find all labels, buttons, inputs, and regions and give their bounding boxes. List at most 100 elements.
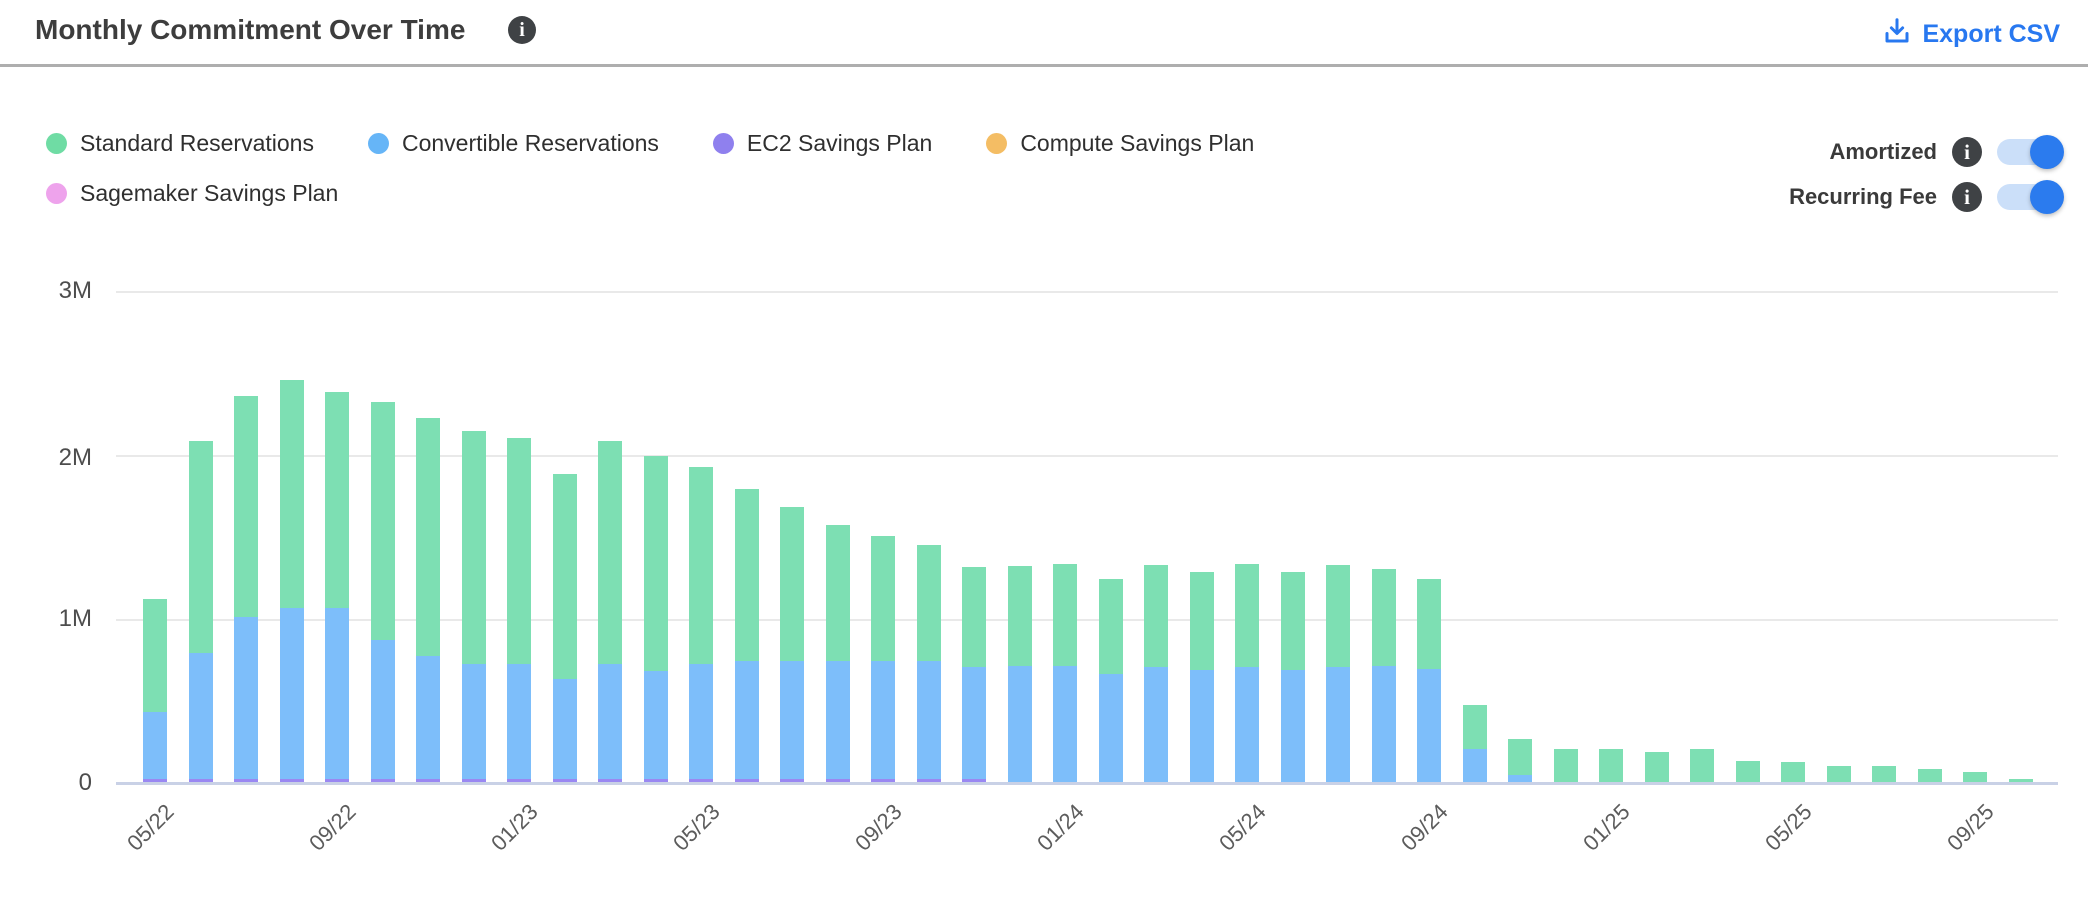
x-tick-05/24: 05/24 [1214,799,1271,856]
legend-item-sagemaker-savings-plan[interactable]: Sagemaker Savings Plan [46,180,338,207]
bar-09/23[interactable] [871,536,895,782]
bar-06/24[interactable] [1281,572,1305,782]
segment-standard-reservations [553,474,577,679]
bar-06/23[interactable] [735,489,759,782]
recurring-fee-toggle[interactable] [1997,180,2064,214]
x-tick-05/23: 05/23 [668,799,725,856]
segment-convertible-reservations [1326,667,1350,782]
segment-standard-reservations [689,467,713,664]
segment-ec2-savings-plan [416,779,440,782]
x-tick-05/25: 05/25 [1760,799,1817,856]
bar-02/25[interactable] [1645,752,1669,782]
title-info-icon[interactable]: i [508,16,536,44]
bar-01/23[interactable] [507,438,531,782]
segment-ec2-savings-plan [325,779,349,782]
bar-01/25[interactable] [1599,749,1623,782]
bar-05/24[interactable] [1235,564,1259,782]
bar-02/23[interactable] [553,474,577,782]
bar-09/22[interactable] [325,392,349,782]
segment-standard-reservations [962,567,986,667]
segment-convertible-reservations [462,664,486,779]
bar-08/25[interactable] [1918,769,1942,782]
panel-header: Monthly Commitment Over Time i Export CS… [0,0,2088,66]
segment-ec2-savings-plan [962,779,986,782]
segment-standard-reservations [325,392,349,608]
segment-convertible-reservations [234,617,258,779]
bar-07/23[interactable] [780,507,804,782]
legend-item-ec2-savings-plan[interactable]: EC2 Savings Plan [712,130,932,157]
segment-convertible-reservations [416,656,440,779]
legend-item-convertible-reservations[interactable]: Convertible Reservations [367,130,659,157]
segment-convertible-reservations [689,664,713,779]
x-tick-09/23: 09/23 [850,799,907,856]
legend-item-standard-reservations[interactable]: Standard Reservations [46,130,314,157]
y-tick-0: 0 [78,769,92,796]
segment-ec2-savings-plan [553,779,577,782]
bar-12/23[interactable] [1008,566,1032,782]
bar-04/25[interactable] [1736,761,1760,782]
bar-08/24[interactable] [1372,569,1396,782]
segment-standard-reservations [189,441,213,653]
bar-10/25[interactable] [2009,779,2033,782]
bar-04/24[interactable] [1190,572,1214,782]
amortized-info-icon[interactable]: i [1952,137,1982,167]
bar-09/24[interactable] [1417,579,1441,782]
segment-standard-reservations [1645,752,1669,782]
bar-04/23[interactable] [644,456,668,782]
segment-convertible-reservations [644,671,668,779]
segment-standard-reservations [1690,749,1714,782]
segment-convertible-reservations [962,667,986,779]
segment-ec2-savings-plan [143,779,167,782]
bar-05/25[interactable] [1781,762,1805,782]
segment-standard-reservations [416,418,440,656]
legend-item-label: Sagemaker Savings Plan [80,179,339,206]
segment-convertible-reservations [371,640,395,779]
segment-standard-reservations [371,402,395,640]
legend-item-compute-savings-plan[interactable]: Compute Savings Plan [986,130,1254,157]
bar-05/22[interactable] [143,599,167,782]
bar-06/22[interactable] [189,441,213,782]
y-tick-3m: 3M [58,277,92,304]
amortized-toggle[interactable] [1997,135,2064,169]
bar-12/24[interactable] [1554,749,1578,782]
bar-10/24[interactable] [1463,705,1487,782]
segment-standard-reservations [917,545,941,661]
segment-convertible-reservations [1144,667,1168,782]
bar-05/23[interactable] [689,467,713,782]
bar-11/24[interactable] [1508,739,1532,782]
bar-11/22[interactable] [416,418,440,782]
legend-dot [367,132,389,154]
segment-standard-reservations [1144,565,1168,667]
amortized-toggle-knob [2030,135,2064,169]
download-icon [1882,16,1912,53]
bar-07/25[interactable] [1872,766,1896,782]
bar-08/22[interactable] [280,380,304,782]
segment-convertible-reservations [1235,667,1259,782]
segment-standard-reservations [1872,766,1896,782]
bar-06/25[interactable] [1827,766,1851,782]
segment-ec2-savings-plan [735,779,759,782]
bar-02/24[interactable] [1099,579,1123,782]
segment-convertible-reservations [189,653,213,779]
bar-08/23[interactable] [826,525,850,782]
segment-standard-reservations [1326,565,1350,667]
bar-03/25[interactable] [1690,749,1714,782]
bar-10/22[interactable] [371,402,395,782]
recurring-fee-info-icon[interactable]: i [1952,182,1982,212]
export-csv-button[interactable]: Export CSV [1882,16,2060,53]
bar-09/25[interactable] [1963,772,1987,782]
amortized-toggle-row: Amortized i [1829,135,2064,169]
bar-03/24[interactable] [1144,565,1168,782]
bar-11/23[interactable] [962,567,986,782]
segment-standard-reservations [1372,569,1396,666]
bar-12/22[interactable] [462,431,486,782]
segment-standard-reservations [234,396,258,617]
bar-03/23[interactable] [598,441,622,782]
segment-ec2-savings-plan [689,779,713,782]
bar-07/22[interactable] [234,396,258,782]
segment-ec2-savings-plan [280,779,304,782]
bar-07/24[interactable] [1326,565,1350,782]
bar-10/23[interactable] [917,545,941,782]
x-axis-baseline [116,782,2058,785]
bar-01/24[interactable] [1053,564,1077,782]
